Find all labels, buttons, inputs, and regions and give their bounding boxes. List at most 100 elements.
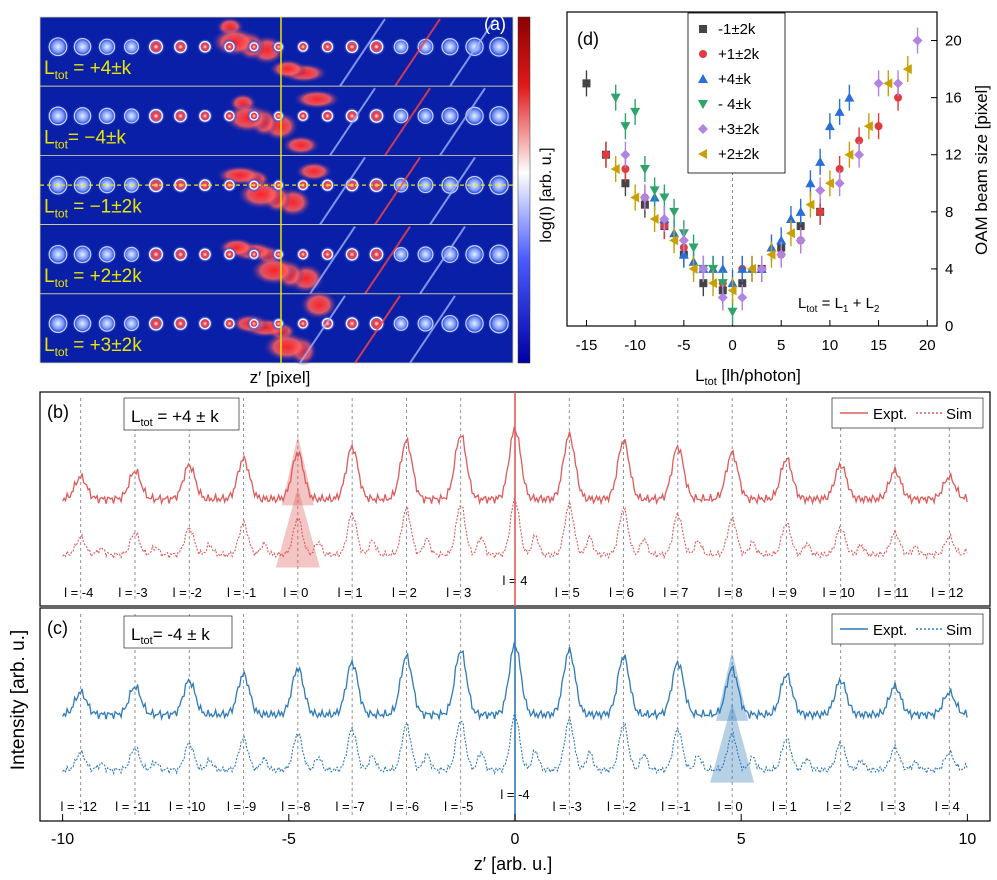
panel-a-streak xyxy=(364,226,411,295)
panel-a-spot xyxy=(319,246,336,263)
panel-c-order-label: l = -11 xyxy=(115,799,151,814)
panel-a-ring xyxy=(123,315,140,332)
panel-c-order-label: l = -7 xyxy=(336,799,365,814)
panel-a-ring xyxy=(174,248,187,261)
panel-d-marker xyxy=(766,249,776,260)
panel-d-marker xyxy=(893,78,904,89)
panel-d-series xyxy=(620,27,923,311)
panel-c-order-label: l = -3 xyxy=(553,799,582,814)
panel-a-spot xyxy=(295,247,311,262)
panel-a-spot xyxy=(247,316,261,331)
panel-a-spot xyxy=(271,40,286,54)
panel-a-row-3: Ltot = −1±2k xyxy=(39,154,514,226)
panel-a-row-label: Ltot= −4±k xyxy=(44,127,126,151)
panel-d-legend-label: +3±2k xyxy=(718,121,760,138)
panel-d-marker xyxy=(834,106,845,116)
panel-d-marker xyxy=(747,263,756,274)
panel-a-ring xyxy=(345,317,359,330)
panel-b-sim-curve xyxy=(62,497,968,560)
panel-d-marker xyxy=(669,235,679,246)
panel-d-marker xyxy=(776,249,787,260)
panel-a-xlabel: z′ [pixel] xyxy=(250,368,311,387)
panel-d-marker xyxy=(582,79,591,88)
panel-a-ring xyxy=(98,246,116,263)
panel-b-legend: Expt. Sim xyxy=(831,397,984,429)
panel-a-spot xyxy=(295,316,311,331)
panel-d-marker xyxy=(708,264,719,274)
panel-d-marker xyxy=(621,179,630,188)
panel-d-marker xyxy=(873,78,884,89)
panel-c-legend: Expt. Sim xyxy=(831,613,984,645)
panel-a-ring xyxy=(441,314,459,333)
panel-a-streak xyxy=(309,226,356,295)
panel-d-marker xyxy=(756,263,767,274)
panel-d-marker xyxy=(912,35,923,46)
panel-d-ytick-label: 0 xyxy=(945,318,953,335)
panel-c-xtick-label: -10 xyxy=(51,831,74,848)
panel-d-marker xyxy=(795,235,806,246)
panel-d-marker xyxy=(834,178,845,189)
panel-d-marker xyxy=(816,207,825,216)
panel-a-ring xyxy=(298,111,308,121)
panel-a-ring xyxy=(489,106,509,126)
panel-a-ring xyxy=(417,246,434,263)
panel-a-ring xyxy=(149,39,163,54)
panel-c-order-label: l = -5 xyxy=(444,799,473,814)
panel-a-ring xyxy=(199,317,211,330)
panel-a-ring xyxy=(249,249,259,259)
panel-d-xtick-label: 15 xyxy=(870,337,887,354)
panel-a-ring xyxy=(489,313,509,334)
panel-c-title: Ltot= -4 ± k xyxy=(131,625,210,647)
panel-d-legend-label: +2±2k xyxy=(718,146,760,163)
panel-b-tag: (b) xyxy=(47,402,69,422)
panel-a-ring xyxy=(48,37,68,57)
panel-a-ring xyxy=(149,247,163,262)
panel-d-marker xyxy=(659,193,670,203)
panel-d-marker xyxy=(610,164,620,174)
panel-b-order-label: l = 10 xyxy=(823,585,855,600)
panel-d-series xyxy=(610,56,912,304)
panel-a-ring xyxy=(73,314,92,333)
panel-d-marker xyxy=(835,165,844,173)
panel-a-ring xyxy=(224,41,235,52)
panel-a-ring xyxy=(345,248,359,261)
panel-d-ytick-label: 12 xyxy=(945,147,962,164)
panel-a-ring xyxy=(274,250,283,259)
svg-text:Sim: Sim xyxy=(946,622,972,639)
panel-d-marker xyxy=(737,263,748,273)
panel-a-spot xyxy=(271,316,286,331)
panel-c-xtick-label: -5 xyxy=(282,831,296,848)
panel-a-streak xyxy=(419,226,466,295)
panel-a-ring xyxy=(199,110,211,122)
panel-c-xtick-label: 10 xyxy=(958,831,976,848)
panel-a-ring xyxy=(174,40,187,54)
panel-a-ring xyxy=(393,316,409,331)
panel-d-xtick-label: 0 xyxy=(728,337,736,354)
panel-a-ring xyxy=(369,109,384,123)
panel-d-marker xyxy=(805,178,816,188)
panel-a-ring xyxy=(393,39,409,55)
panel-d-marker xyxy=(621,165,630,173)
panel-a-spot xyxy=(196,246,214,263)
panel-d-marker xyxy=(795,206,806,216)
panel-d-marker xyxy=(785,213,796,223)
panel-a-ring xyxy=(393,108,409,124)
panel-b-order-label: l = -1 xyxy=(227,585,256,600)
panel-c-order-label: l = -9 xyxy=(227,799,256,814)
panel-d-marker xyxy=(620,122,631,132)
panel-a-blob xyxy=(300,289,338,320)
panel-c-order-label: l = -12 xyxy=(60,799,97,814)
panel-c-order-label: l = -10 xyxy=(169,799,206,814)
panel-a-row-label: Ltot = +3±2k xyxy=(44,335,142,359)
panel-d-marker xyxy=(699,279,708,288)
panel-d-xlabel: Ltot [lh/photon] xyxy=(695,366,801,388)
panel-a-blob xyxy=(250,255,298,286)
panel-a-ring xyxy=(224,110,235,122)
panel-b-order-label: l = 9 xyxy=(772,585,797,600)
panel-a-ring xyxy=(465,37,484,56)
panel-d-marker xyxy=(737,292,748,303)
panel-d-marker xyxy=(669,207,680,217)
panel-a-ring xyxy=(174,317,187,330)
panel-c-order-label: l = -8 xyxy=(281,799,310,814)
